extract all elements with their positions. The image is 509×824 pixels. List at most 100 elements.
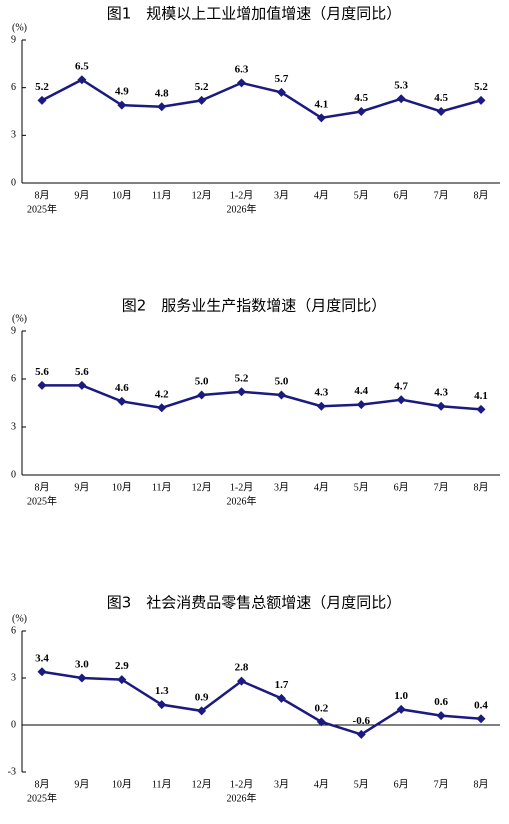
marker	[157, 403, 167, 413]
y-tick-label: 6	[11, 625, 16, 636]
marker	[117, 396, 127, 406]
y-tick-label: 9	[11, 34, 16, 45]
value-label: 5.7	[275, 73, 289, 85]
x-tick-label: 9月	[74, 481, 89, 493]
value-label: 4.5	[354, 92, 368, 104]
value-label: 2.9	[115, 660, 129, 672]
y-tick-label: 3	[11, 130, 16, 141]
marker	[37, 667, 47, 677]
marker	[117, 675, 127, 685]
value-label: 4.5	[434, 92, 448, 104]
marker	[476, 95, 486, 105]
value-label: 3.0	[75, 659, 89, 671]
x-tick-label: 8月	[474, 189, 489, 201]
x-tick-label: 1-2月	[230, 189, 253, 201]
x-tick-label: 12月	[192, 778, 212, 790]
marker	[436, 401, 446, 411]
value-label: 1.3	[155, 685, 169, 697]
x-tick-label: 6月	[394, 481, 409, 493]
y-tick-label: 3	[11, 421, 16, 432]
x-tick-label: 6月	[394, 189, 409, 201]
chart-title: 图2 服务业生产指数增速（月度同比）	[122, 297, 387, 315]
marker	[436, 711, 446, 721]
x-tick-label: 7月	[434, 481, 449, 493]
marker	[77, 380, 87, 390]
value-label: 4.2	[155, 388, 169, 400]
y-tick-label: 0	[11, 469, 16, 480]
x-sublabel: 2026年	[227, 791, 257, 804]
x-tick-label: 4月	[314, 778, 329, 790]
marker	[276, 87, 286, 97]
x-tick-label: 3月	[274, 778, 289, 790]
y-tick-label: 0	[11, 719, 16, 730]
x-tick-label: 1-2月	[230, 481, 253, 493]
marker	[436, 107, 446, 116]
y-tick-label: 6	[11, 373, 16, 384]
marker	[157, 102, 167, 112]
x-sublabel: 2025年	[27, 494, 57, 507]
value-label: 0.6	[434, 696, 448, 708]
value-label: 5.0	[195, 376, 209, 388]
unit-label: (%)	[12, 613, 27, 624]
x-tick-label: 6月	[394, 778, 409, 790]
value-label: 5.2	[235, 372, 249, 384]
unit-label: (%)	[12, 313, 27, 324]
x-tick-label: 7月	[434, 189, 449, 201]
x-tick-label: 10月	[112, 189, 132, 201]
x-tick-label: 5月	[354, 778, 369, 790]
x-tick-label: 10月	[112, 481, 132, 493]
marker	[77, 75, 87, 85]
y-tick-label: 6	[11, 82, 16, 93]
x-tick-label: 9月	[74, 778, 89, 790]
marker	[117, 100, 127, 110]
x-sublabel: 2025年	[27, 791, 57, 804]
marker	[356, 400, 366, 410]
value-label: 5.0	[275, 376, 289, 388]
value-label: 5.3	[394, 79, 408, 91]
marker	[316, 401, 326, 411]
y-tick-label: 3	[11, 672, 16, 683]
marker	[197, 390, 207, 400]
marker	[237, 676, 247, 686]
x-tick-label: 3月	[274, 481, 289, 493]
x-tick-label: 11月	[152, 189, 172, 201]
marker	[197, 706, 207, 716]
x-sublabel: 2025年	[27, 202, 57, 215]
marker	[276, 390, 286, 400]
value-label: 1.7	[275, 679, 289, 691]
x-tick-label: 8月	[474, 481, 489, 493]
value-label: 4.3	[314, 387, 328, 399]
x-tick-label: 4月	[314, 481, 329, 493]
value-label: 0.2	[314, 702, 328, 714]
value-label: 4.4	[354, 385, 368, 397]
value-label: 1.0	[394, 690, 408, 702]
series-line	[42, 384, 482, 411]
x-tick-label: 11月	[152, 481, 172, 493]
value-label: 4.8	[155, 87, 169, 99]
x-sublabel: 2026年	[227, 494, 257, 507]
value-label: 5.2	[35, 81, 49, 93]
value-label: 5.6	[75, 366, 89, 378]
marker	[157, 700, 167, 710]
value-label: 4.6	[115, 382, 129, 394]
x-tick-label: 11月	[152, 778, 172, 790]
value-label: 6.3	[235, 63, 249, 75]
unit-label: (%)	[12, 22, 27, 33]
value-label: 4.7	[394, 380, 408, 392]
marker	[356, 729, 366, 739]
marker	[476, 714, 486, 724]
x-tick-label: 9月	[74, 189, 89, 201]
value-label: -0.6	[353, 715, 371, 727]
value-label: 2.8	[235, 662, 249, 674]
x-tick-label: 7月	[434, 778, 449, 790]
value-label: 4.3	[434, 387, 448, 399]
marker	[37, 95, 47, 105]
value-label: 5.2	[195, 81, 209, 93]
marker	[197, 95, 207, 105]
x-tick-label: 8月	[35, 189, 50, 201]
marker	[37, 380, 47, 390]
series-line	[41, 670, 482, 736]
marker	[396, 704, 406, 714]
value-label: 4.9	[115, 86, 129, 98]
